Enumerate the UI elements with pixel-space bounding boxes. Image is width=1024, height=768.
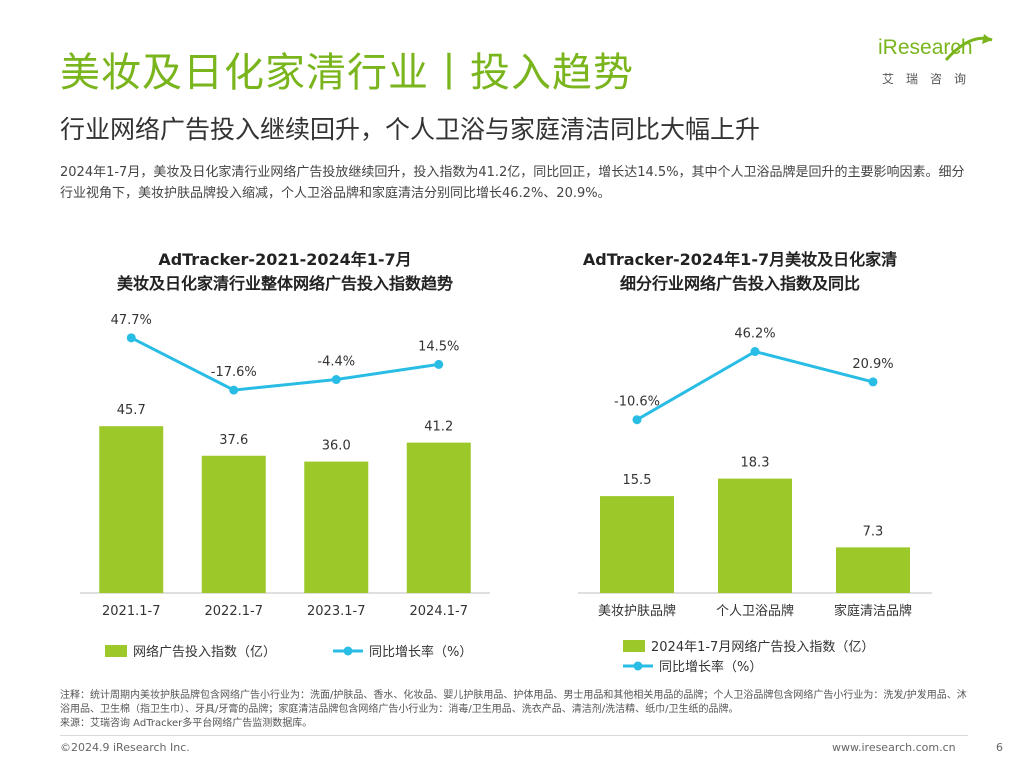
logo-chinese: 艾瑞咨询 — [882, 72, 979, 86]
growth-rate-label: -4.4% — [317, 355, 355, 370]
growth-rate-label: 14.5% — [418, 339, 459, 354]
bar-value-label: 41.2 — [424, 420, 453, 435]
logo-arc-icon — [944, 34, 993, 61]
legend-bar-label: 2024年1-7月网络广告投入指数（亿） — [651, 639, 874, 655]
legend-line-marker — [633, 661, 643, 671]
footnote: 注释：统计周期内美妆护肤品牌包含网络广告小行业为：洗面/护肤品、香水、化妆品、婴… — [60, 689, 970, 731]
right-chart-title: AdTracker-2024年1-7月美妆及日化家清 细分行业网络广告投入指数及… — [530, 248, 950, 296]
page-number: 6 — [996, 741, 1003, 754]
x-tick-label: 家庭清洁品牌 — [834, 603, 912, 619]
growth-rate-line — [636, 349, 874, 422]
footnote-note: 注释：统计周期内美妆护肤品牌包含网络广告小行业为：洗面/护肤品、香水、化妆品、婴… — [60, 690, 967, 715]
summary-text: 2024年1-7月，美妆及日化家清行业网络广告投放继续回升，投入指数为41.2亿… — [60, 165, 965, 201]
x-tick-label: 2022.1-7 — [205, 604, 263, 619]
x-tick-label: 2024.1-7 — [410, 604, 468, 619]
right-chart-title-line1: AdTracker-2024年1-7月美妆及日化家清 — [582, 250, 898, 269]
bar-value-label: 37.6 — [219, 433, 248, 448]
legend-line-marker — [343, 646, 353, 656]
growth-rate-point — [434, 359, 444, 369]
growth-rate-point — [632, 415, 642, 425]
growth-rate-point — [750, 347, 760, 357]
legend-line-label: 同比增长率（%） — [369, 644, 472, 660]
growth-rate-label: 20.9% — [852, 357, 893, 372]
bar — [718, 478, 792, 593]
right-chart-title-line2: 细分行业网络广告投入指数及同比 — [619, 274, 860, 293]
bar — [99, 426, 164, 593]
left-chart-title: AdTracker-2021-2024年1-7月 美妆及日化家清行业整体网络广告… — [60, 248, 510, 296]
growth-rate-label: -17.6% — [211, 365, 257, 380]
bar — [304, 461, 369, 593]
x-tick-label: 2023.1-7 — [307, 604, 365, 619]
footer-divider — [60, 735, 968, 736]
bar — [836, 547, 910, 593]
growth-rate-label: -10.6% — [614, 395, 660, 410]
logo-wordmark: iResearch — [878, 36, 973, 59]
growth-rate-label: 46.2% — [734, 327, 775, 342]
legend-bar-label: 网络广告投入指数（亿） — [133, 644, 276, 660]
bar-value-label: 36.0 — [322, 439, 351, 454]
bar-value-label: 15.5 — [623, 473, 652, 488]
footnote-source: 来源：艾瑞咨询 AdTracker多平台网络广告监测数据库。 — [60, 718, 313, 729]
page-title: 美妆及日化家清行业丨投入趋势 — [60, 50, 634, 96]
growth-rate-point — [229, 385, 239, 395]
left-chart-title-line2: 美妆及日化家清行业整体网络广告投入指数趋势 — [116, 274, 453, 293]
left-chart-title-line1: AdTracker-2021-2024年1-7月 — [158, 250, 412, 269]
website-link[interactable]: www.iresearch.com.cn — [832, 741, 956, 754]
bar-value-label: 18.3 — [741, 456, 770, 471]
growth-rate-point — [331, 375, 341, 385]
x-tick-label: 美妆护肤品牌 — [598, 603, 676, 619]
x-tick-label: 2021.1-7 — [102, 604, 160, 619]
growth-rate-label: 47.7% — [111, 313, 152, 328]
legend-bar-swatch — [623, 640, 645, 652]
growth-rate-line — [130, 336, 439, 392]
legend-bar-swatch — [105, 645, 127, 657]
bar-value-label: 45.7 — [117, 403, 146, 418]
iresearch-logo: iResearch 艾瑞咨询 — [876, 34, 994, 94]
legend-line-label: 同比增长率（%） — [659, 659, 762, 675]
bar — [201, 455, 266, 593]
bar — [600, 496, 674, 593]
bar — [406, 442, 471, 593]
page-subtitle: 行业网络广告投入继续回升，个人卫浴与家庭清洁同比大幅上升 — [60, 115, 761, 144]
x-tick-label: 个人卫浴品牌 — [716, 603, 794, 619]
growth-rate-point — [868, 377, 878, 387]
copyright: ©2024.9 iResearch Inc. — [60, 741, 190, 754]
bar-value-label: 7.3 — [863, 524, 884, 539]
growth-rate-point — [126, 333, 136, 343]
